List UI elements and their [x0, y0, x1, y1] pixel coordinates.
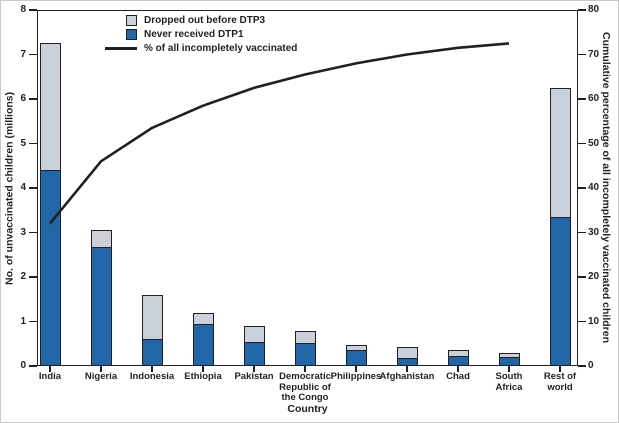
left-axis-tick [29, 9, 37, 11]
x-axis-tick [355, 366, 357, 372]
left-axis-tick [29, 142, 37, 145]
right-axis-tick-label: 70 [588, 48, 600, 60]
legend-label: Dropped out before DTP3 [144, 15, 266, 26]
x-axis-label-rest-of-world: Rest of world [543, 371, 577, 393]
right-axis-tick-label: 30 [588, 226, 600, 238]
legend: Dropped out before DTP3 Never received D… [105, 14, 297, 56]
x-axis-tick [49, 366, 51, 372]
bar-indonesia [141, 294, 163, 366]
bar-south-africa [498, 352, 520, 366]
bar-segment-never-received-dtp1 [91, 246, 111, 365]
left-axis-tick [29, 187, 37, 189]
bar-afghanistan [396, 346, 418, 366]
legend-swatch-column [105, 29, 137, 40]
legend-label: % of all incompletely vaccinated [144, 43, 298, 54]
bar-segment-never-received-dtp1 [40, 170, 60, 365]
left-axis-tick [29, 231, 37, 234]
right-axis-tick [578, 9, 586, 11]
x-axis-label-south-africa: South Africa [495, 371, 523, 393]
right-axis-tick [578, 365, 586, 367]
x-axis-labels: India Nigeria Indonesia Ethiopia Pakistan Dem… [37, 371, 578, 408]
bars-layer [37, 10, 578, 366]
bar-segment-never-received-dtp1 [397, 357, 417, 365]
x-axis-tick [406, 366, 408, 372]
x-axis-tick [253, 366, 255, 372]
right-axis-tick [578, 276, 586, 278]
x-axis-tick [151, 366, 153, 372]
bar-segment-never-received-dtp1 [142, 339, 162, 365]
left-axis-tick-label: 0 [20, 360, 26, 371]
x-axis-title: Country [287, 403, 328, 415]
left-axis-tick-label: 5 [20, 137, 26, 149]
bar-democratic-republic-of-the-congo [294, 331, 316, 366]
left-axis-tick-label: 8 [20, 4, 26, 15]
right-axis-tick [578, 142, 586, 145]
bar-pakistan [243, 325, 265, 366]
left-axis-tick-label: 1 [20, 315, 26, 327]
left-axis-tick [29, 53, 37, 56]
bar-segment-never-received-dtp1 [295, 342, 315, 365]
legend-swatch-column [105, 47, 137, 50]
legend-line-swatch [105, 47, 137, 50]
x-axis-tick [100, 366, 102, 372]
bar-segment-never-received-dtp1 [550, 217, 570, 365]
bar-rest-of-world [549, 87, 571, 366]
x-axis-tick [559, 366, 561, 372]
right-axis-tick-label: 0 [588, 360, 594, 371]
x-axis-label-india: India [38, 371, 62, 382]
x-axis-tick [457, 366, 459, 372]
legend-swatch-column [105, 15, 137, 26]
right-axis-tick [578, 231, 586, 234]
right-axis-tick-label: 20 [588, 271, 600, 282]
bar-segment-never-received-dtp1 [244, 341, 264, 365]
bar-segment-never-received-dtp1 [499, 356, 519, 365]
x-axis-label-ethiopia: Ethiopia [184, 371, 222, 382]
left-axis-tick-label: 6 [20, 93, 26, 104]
bar-segment-never-received-dtp1 [448, 355, 468, 365]
x-axis-tick [508, 366, 510, 372]
left-axis-tick [29, 365, 37, 367]
left-axis-tick [29, 320, 37, 323]
x-axis-tick [304, 366, 306, 372]
legend-item-dropped-out-before-dtp3: Dropped out before DTP3 [105, 14, 297, 27]
legend-blue-box-swatch [126, 29, 137, 40]
x-axis-label-afghanistan: Afghanistan [379, 371, 435, 382]
bar-india [39, 43, 61, 366]
left-axis-tick-label: 2 [20, 271, 26, 282]
bar-ethiopia [192, 312, 214, 366]
right-axis-tick-label: 40 [588, 182, 600, 193]
left-axis-tick-label: 3 [20, 226, 26, 238]
legend-item-never-received-dtp1: Never received DTP1 [105, 28, 297, 41]
legend-item-cumulative-percentage: % of all incompletely vaccinated [105, 42, 297, 55]
x-axis-label-pakistan: Pakistan [234, 371, 274, 382]
left-axis-tick [29, 98, 37, 100]
x-axis-label-philippines: Philippines [330, 371, 382, 382]
bar-segment-never-received-dtp1 [346, 349, 366, 365]
right-axis-tick-label: 60 [588, 93, 600, 104]
x-axis-label-chad: Chad [446, 371, 470, 382]
bar-chad [447, 350, 469, 366]
left-axis-tick [29, 276, 37, 278]
bar-philippines [345, 344, 367, 366]
legend-label: Never received DTP1 [144, 29, 244, 40]
right-axis-title: Cumulative percentage of all incompletel… [600, 32, 612, 344]
x-axis-tick [202, 366, 204, 372]
legend-gray-box-swatch [126, 15, 137, 26]
right-axis-tick [578, 320, 586, 323]
right-axis-tick [578, 53, 586, 56]
right-axis-tick-label: 50 [588, 137, 600, 149]
plot-area: Dropped out before DTP3 Never received D… [20, 4, 599, 372]
left-axis-tick-label: 4 [20, 182, 26, 193]
right-axis-tick-label: 80 [588, 4, 600, 15]
right-axis-tick [578, 98, 586, 100]
x-axis-label-democratic-republic-of-the-congo: Democratic Republic of the Congo [279, 371, 331, 403]
bar-segment-never-received-dtp1 [193, 324, 213, 365]
right-axis-tick [578, 187, 586, 189]
left-axis-tick-label: 7 [20, 48, 26, 60]
x-axis-label-nigeria: Nigeria [84, 371, 118, 382]
bar-nigeria [90, 230, 112, 366]
right-axis-tick-label: 10 [588, 315, 600, 327]
x-axis-label-indonesia: Indonesia [129, 371, 175, 382]
